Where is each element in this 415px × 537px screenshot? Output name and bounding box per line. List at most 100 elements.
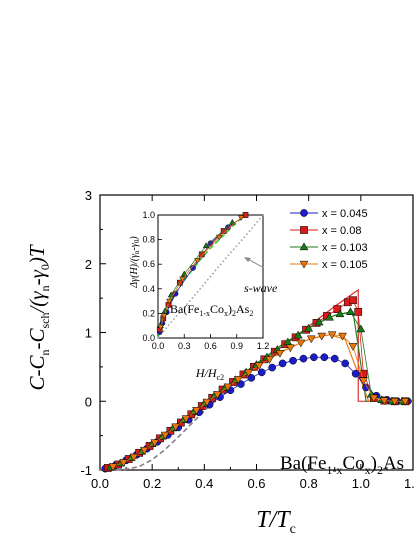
- inset-x-tick-label: 0.3: [178, 341, 191, 351]
- s-wave-arrow: [244, 257, 265, 269]
- data-point: [346, 307, 355, 316]
- data-point: [254, 362, 264, 371]
- data-point: [317, 332, 327, 341]
- y-tick-label: -1: [80, 463, 92, 478]
- series-line: [112, 334, 406, 467]
- y-tick-label: 1: [85, 326, 92, 341]
- data-point: [351, 369, 360, 378]
- x-tick-label: 0.6: [247, 476, 265, 491]
- inset-data-point: [177, 279, 183, 286]
- data-point: [139, 446, 149, 455]
- inset-y-tick-label: 0.4: [142, 284, 155, 294]
- main-formula-annotation: Ba(Fe1-xCox)2As: [280, 453, 404, 477]
- data-point: [265, 356, 274, 364]
- x-tick-label: 1.2: [404, 476, 415, 491]
- inset-series-line: [160, 222, 233, 326]
- legend-marker: [300, 209, 308, 217]
- data-point: [369, 394, 379, 403]
- data-point: [202, 398, 212, 407]
- data-point: [289, 356, 297, 365]
- data-point: [333, 305, 342, 313]
- data-point: [171, 423, 181, 432]
- main-plot: 0.0 0.2 0.4 0.6 0.8 1.0 1.2 -1 0 1 2 3: [80, 188, 415, 491]
- inset-y-tick-label: 0.0: [142, 333, 155, 343]
- data-point: [304, 323, 314, 332]
- inset-x-tick-label: 0.9: [230, 341, 243, 351]
- data-point: [244, 369, 254, 378]
- legend-marker: [300, 226, 308, 234]
- inset-data-point: [242, 212, 249, 218]
- inset-series-4: [157, 215, 245, 331]
- legend-marker: [299, 260, 309, 269]
- inset-data-point: [202, 242, 210, 249]
- legend-label: x = 0.105: [322, 259, 368, 271]
- x-tick-label: 0.0: [91, 476, 109, 491]
- x-tick-label: 1.0: [352, 476, 370, 491]
- data-point: [192, 407, 201, 415]
- data-point: [359, 377, 368, 386]
- data-point: [268, 363, 276, 372]
- svg-text:C-Cn-Csch/(γn-γ0)T: C-Cn-Csch/(γn-γ0)T: [25, 244, 52, 390]
- inset-x-tick-label: 1.2: [257, 341, 270, 351]
- data-point: [181, 415, 191, 424]
- data-point: [119, 459, 128, 468]
- inset-data-point: [215, 234, 223, 241]
- data-point: [325, 312, 334, 321]
- data-point: [400, 398, 410, 406]
- data-point: [379, 397, 389, 406]
- y-tick-label: 3: [85, 188, 92, 203]
- legend-label: x = 0.045: [322, 208, 368, 220]
- data-point: [275, 349, 285, 358]
- inset-y-tick-label: 0.6: [142, 259, 155, 269]
- data-point: [341, 359, 350, 368]
- data-point: [310, 353, 318, 362]
- data-point: [335, 309, 345, 318]
- data-point: [356, 324, 366, 333]
- legend-marker: [299, 242, 309, 251]
- y-tick-label: 2: [85, 257, 92, 272]
- x-axis-title: T/Tc: [256, 507, 296, 537]
- inset-x-tick-label: 0.0: [152, 341, 165, 351]
- data-point: [349, 296, 357, 305]
- data-point: [160, 431, 170, 440]
- data-point: [129, 453, 139, 462]
- x-tick-label: 0.2: [143, 476, 161, 491]
- inset-y-tick-label: 0.2: [142, 308, 155, 318]
- data-point: [327, 331, 337, 340]
- data-point: [247, 374, 256, 382]
- legend: x = 0.045 x = 0.08 x = 0.103 x = 0.105: [290, 208, 368, 271]
- inset-y-tick-label: 1.0: [142, 210, 155, 220]
- x-tick-label: 0.4: [195, 476, 213, 491]
- data-point: [212, 391, 222, 400]
- data-point: [348, 343, 358, 351]
- data-point: [233, 376, 243, 384]
- x-tick-label: 0.8: [300, 476, 318, 491]
- data-point: [330, 354, 339, 363]
- data-point: [278, 359, 287, 368]
- inset-plot: 0.0 0.3 0.6 0.9 1.2 0.0 0.2 0.4 0.6 0.8 1.0: [142, 210, 269, 351]
- inset-formula-annotation: Ba(Fe1-xCox)2As2: [170, 302, 253, 318]
- data-point: [286, 344, 295, 353]
- data-point: [354, 308, 363, 316]
- inset-frame: [157, 214, 264, 339]
- inset-data-point: [157, 324, 164, 331]
- data-point: [150, 439, 160, 448]
- inset-data-point: [237, 215, 245, 221]
- series-4: [108, 331, 410, 472]
- inset-data-point: [229, 218, 236, 225]
- inset-y-tick-label: 0.8: [142, 235, 155, 245]
- data-point: [320, 353, 329, 362]
- data-point: [299, 354, 308, 363]
- data-point: [359, 369, 368, 378]
- data-point: [223, 383, 233, 392]
- data-point: [108, 463, 118, 472]
- data-point: [293, 330, 303, 339]
- data-point: [257, 368, 266, 377]
- y-tick-label: 0: [85, 394, 92, 409]
- inset-s-wave-annotation: s-wave: [244, 281, 278, 295]
- inset-fit-line: [157, 214, 264, 339]
- inset-data-point: [194, 258, 201, 265]
- inset-x-tick-label: 0.6: [204, 341, 217, 351]
- data-point: [390, 398, 400, 406]
- data-point: [296, 339, 306, 348]
